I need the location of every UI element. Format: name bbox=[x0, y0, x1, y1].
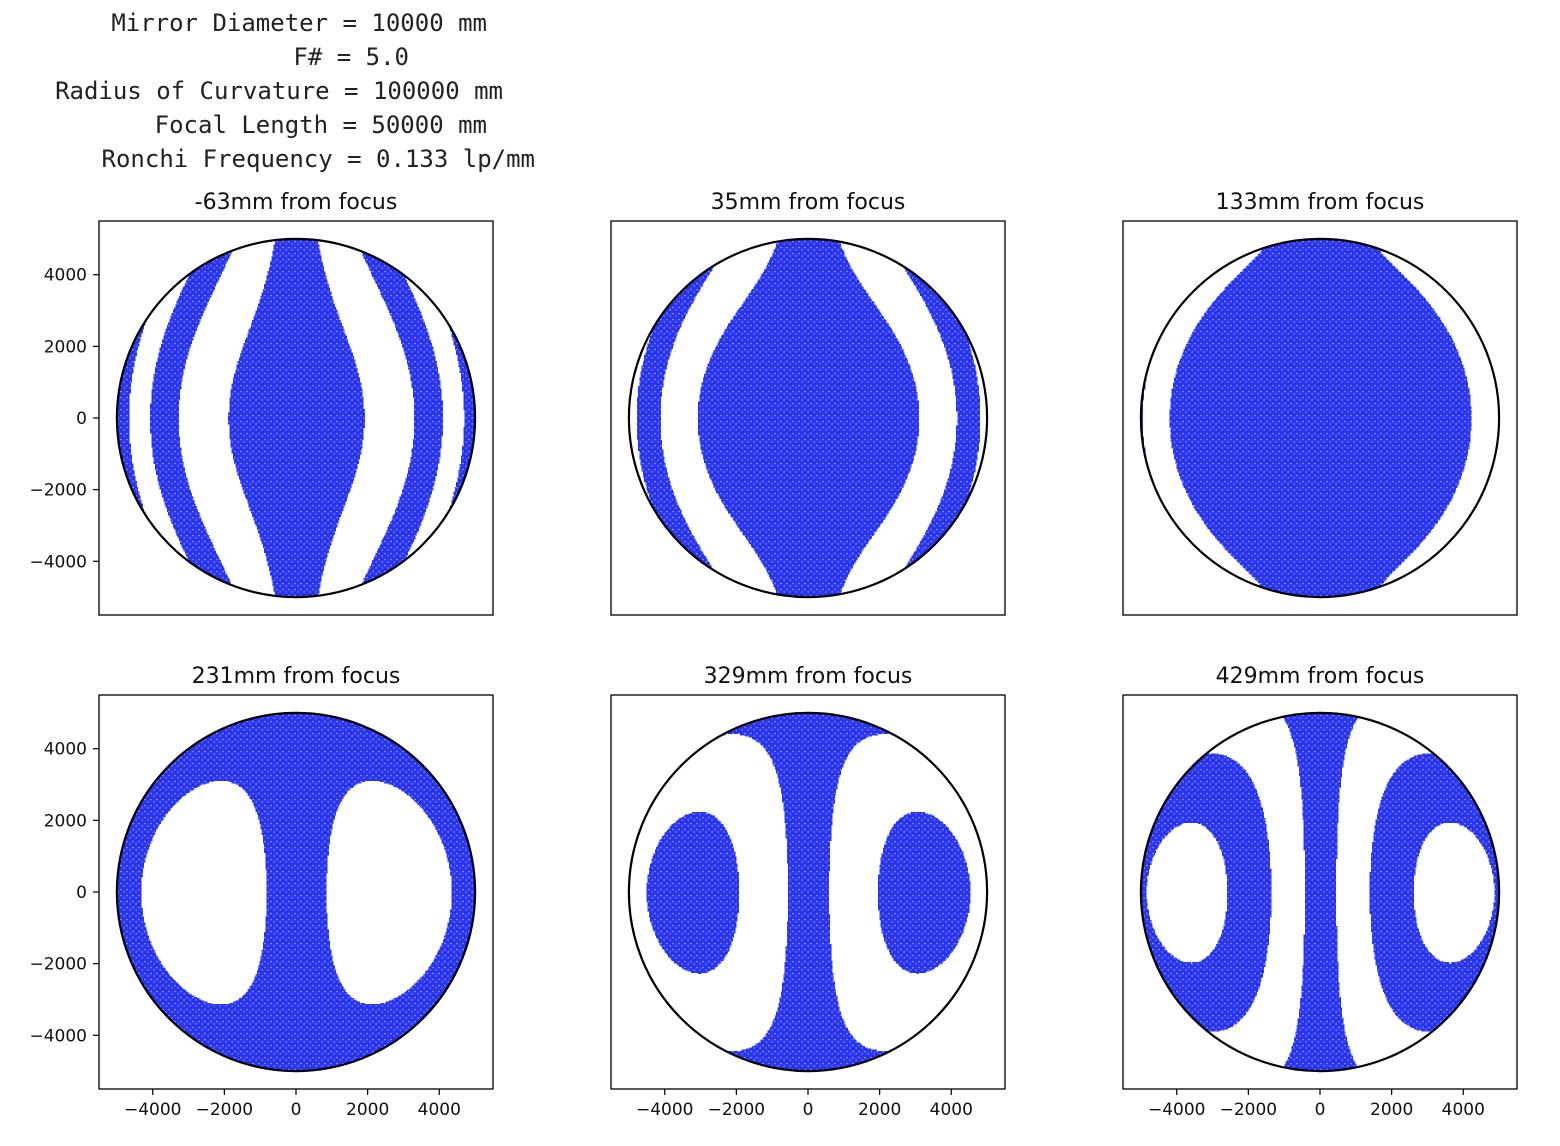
panel-title: 329mm from focus bbox=[704, 664, 913, 689]
ronchi-band bbox=[116, 238, 476, 598]
x-tick-label: −4000 bbox=[636, 1100, 694, 1120]
parameter-block: Mirror Diameter = 10000 mm F# = 5.0 Radi… bbox=[55, 9, 535, 173]
param-ronchi-frequency: Ronchi Frequency = 0.133 lp/mm bbox=[102, 145, 535, 173]
x-tick-label: 0 bbox=[803, 1100, 814, 1120]
band-layer bbox=[116, 712, 476, 1072]
panel-title: 429mm from focus bbox=[1216, 664, 1425, 689]
band-layer bbox=[116, 238, 476, 598]
x-tick-label: 4000 bbox=[1442, 1100, 1485, 1120]
mirror-outline bbox=[1139, 237, 1501, 599]
y-tick-label: 4000 bbox=[44, 740, 87, 760]
ronchi-band bbox=[628, 712, 988, 1072]
panel-title: 35mm from focus bbox=[711, 190, 906, 215]
x-tick-label: 0 bbox=[1315, 1100, 1326, 1120]
panels-grid: -63mm from focus −4000 −2000 0 2000 4000 35mm … bbox=[29, 190, 1518, 1120]
ronchigram-panel: 35mm from focus bbox=[610, 190, 1006, 616]
y-tick-label: 4000 bbox=[44, 266, 87, 286]
x-tick-label: −4000 bbox=[124, 1100, 182, 1120]
y-tick-label: 0 bbox=[76, 409, 87, 429]
x-tick-label: 2000 bbox=[858, 1100, 901, 1120]
ronchigram-panel: 231mm from focus −4000 −2000 0 2000 4000 −4000… bbox=[29, 664, 494, 1120]
y-tick-label: 2000 bbox=[44, 337, 87, 357]
y-tick-label: −2000 bbox=[29, 955, 87, 975]
x-tick-label: 2000 bbox=[346, 1100, 389, 1120]
axes-frame bbox=[610, 220, 1006, 616]
y-tick-label: 0 bbox=[76, 883, 87, 903]
y-tick-label: −4000 bbox=[29, 552, 87, 572]
ronchigram-panel: 429mm from focus −4000 −2000 0 2000 4000 bbox=[1122, 664, 1518, 1120]
x-tick-label: −2000 bbox=[1220, 1100, 1278, 1120]
ronchigram-panel: 133mm from focus bbox=[1122, 190, 1518, 616]
x-tick-label: 2000 bbox=[1370, 1100, 1413, 1120]
x-tick-label: −4000 bbox=[1148, 1100, 1206, 1120]
mirror-outline bbox=[115, 237, 477, 599]
ronchi-band bbox=[1140, 712, 1500, 1072]
param-f-number: F# = 5.0 bbox=[293, 43, 409, 71]
x-tick-label: 4000 bbox=[418, 1100, 461, 1120]
x-tick-label: 0 bbox=[291, 1100, 302, 1120]
panel-title: 133mm from focus bbox=[1216, 190, 1425, 215]
mirror-outline bbox=[115, 711, 477, 1073]
band-layer bbox=[628, 712, 988, 1072]
band-layer bbox=[628, 238, 988, 598]
axes-frame bbox=[1122, 220, 1518, 616]
band-layer bbox=[1140, 712, 1500, 1072]
ronchi-band bbox=[116, 712, 476, 1072]
mirror-outline bbox=[627, 711, 989, 1073]
x-tick-label: −2000 bbox=[196, 1100, 254, 1120]
x-tick-label: 4000 bbox=[930, 1100, 973, 1120]
ronchigram-panel: -63mm from focus −4000 −2000 0 2000 4000 bbox=[29, 190, 494, 616]
mirror-outline bbox=[627, 237, 989, 599]
param-radius-of-curvature: Radius of Curvature = 100000 mm bbox=[55, 77, 503, 105]
y-tick-label: 2000 bbox=[44, 811, 87, 831]
y-tick-label: −4000 bbox=[29, 1026, 87, 1046]
y-tick-label: −2000 bbox=[29, 481, 87, 501]
band-layer bbox=[1140, 238, 1500, 598]
x-tick-label: −2000 bbox=[708, 1100, 766, 1120]
ronchi-band bbox=[1140, 238, 1500, 598]
mirror-outline bbox=[1139, 711, 1501, 1073]
panel-title: -63mm from focus bbox=[195, 190, 398, 215]
param-focal-length: Focal Length = 50000 mm bbox=[155, 111, 487, 139]
panel-title: 231mm from focus bbox=[192, 664, 401, 689]
param-mirror-diameter: Mirror Diameter = 10000 mm bbox=[111, 9, 487, 37]
ronchi-band bbox=[628, 238, 988, 598]
ronchigram-panel: 329mm from focus −4000 −2000 0 2000 4000 bbox=[610, 664, 1006, 1120]
